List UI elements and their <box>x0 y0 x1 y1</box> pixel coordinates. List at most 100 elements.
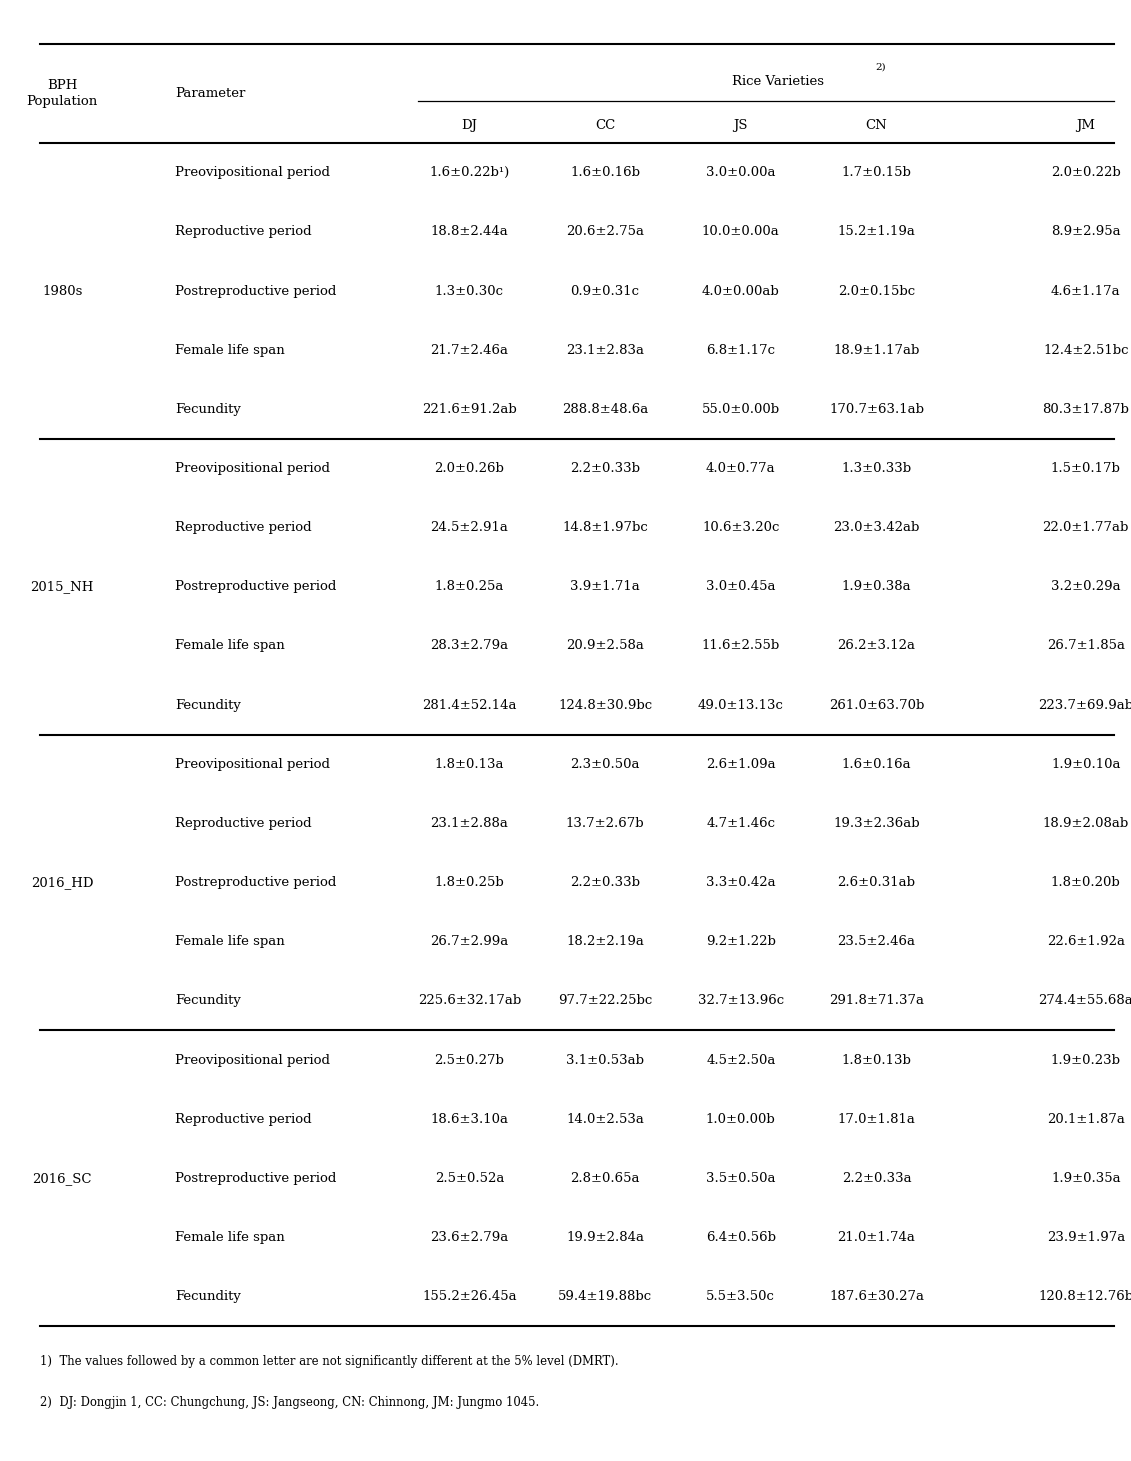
Text: 14.8±1.97bc: 14.8±1.97bc <box>562 522 648 535</box>
Text: 18.9±2.08ab: 18.9±2.08ab <box>1043 817 1129 830</box>
Text: 18.2±2.19a: 18.2±2.19a <box>567 935 644 948</box>
Text: 1.3±0.33b: 1.3±0.33b <box>841 462 912 475</box>
Text: JS: JS <box>734 118 748 131</box>
Text: 18.9±1.17ab: 18.9±1.17ab <box>834 343 920 356</box>
Text: 21.0±1.74a: 21.0±1.74a <box>838 1232 915 1243</box>
Text: 221.6±91.2ab: 221.6±91.2ab <box>422 403 517 416</box>
Text: 24.5±2.91a: 24.5±2.91a <box>431 522 508 535</box>
Text: 2.0±0.26b: 2.0±0.26b <box>434 462 504 475</box>
Text: 2.0±0.22b: 2.0±0.22b <box>1051 167 1121 180</box>
Text: 2): 2) <box>875 63 886 72</box>
Text: 20.1±1.87a: 20.1±1.87a <box>1047 1113 1124 1125</box>
Text: 2.2±0.33a: 2.2±0.33a <box>841 1172 912 1185</box>
Text: 14.0±2.53a: 14.0±2.53a <box>567 1113 644 1125</box>
Text: CN: CN <box>865 118 888 131</box>
Text: Reproductive period: Reproductive period <box>175 225 312 238</box>
Text: 2.2±0.33b: 2.2±0.33b <box>570 877 640 890</box>
Text: 55.0±0.00b: 55.0±0.00b <box>701 403 780 416</box>
Text: 15.2±1.19a: 15.2±1.19a <box>838 225 915 238</box>
Text: 2.2±0.33b: 2.2±0.33b <box>570 462 640 475</box>
Text: 32.7±13.96c: 32.7±13.96c <box>698 995 784 1008</box>
Text: 1.8±0.25a: 1.8±0.25a <box>434 580 504 593</box>
Text: Female life span: Female life span <box>175 1232 285 1243</box>
Text: 2.5±0.52a: 2.5±0.52a <box>434 1172 504 1185</box>
Text: Rice Varieties: Rice Varieties <box>732 75 823 88</box>
Text: 1.8±0.20b: 1.8±0.20b <box>1051 877 1121 890</box>
Text: 3.1±0.53ab: 3.1±0.53ab <box>567 1053 644 1067</box>
Text: 28.3±2.79a: 28.3±2.79a <box>430 640 509 653</box>
Text: 18.8±2.44a: 18.8±2.44a <box>431 225 508 238</box>
Text: 223.7±69.9ab: 223.7±69.9ab <box>1038 698 1131 712</box>
Text: 10.0±0.00a: 10.0±0.00a <box>702 225 779 238</box>
Text: 2.3±0.50a: 2.3±0.50a <box>570 758 640 771</box>
Text: 26.7±1.85a: 26.7±1.85a <box>1047 640 1124 653</box>
Text: 1.7±0.15b: 1.7±0.15b <box>841 167 912 180</box>
Text: 3.2±0.29a: 3.2±0.29a <box>1051 580 1121 593</box>
Text: 49.0±13.13c: 49.0±13.13c <box>698 698 784 712</box>
Text: 19.9±2.84a: 19.9±2.84a <box>567 1232 644 1243</box>
Text: 3.0±0.45a: 3.0±0.45a <box>706 580 776 593</box>
Text: Female life span: Female life span <box>175 935 285 948</box>
Text: 4.7±1.46c: 4.7±1.46c <box>706 817 776 830</box>
Text: 8.9±2.95a: 8.9±2.95a <box>1051 225 1121 238</box>
Text: 1.8±0.25b: 1.8±0.25b <box>434 877 504 890</box>
Text: Preovipositional period: Preovipositional period <box>175 462 330 475</box>
Text: 26.2±3.12a: 26.2±3.12a <box>838 640 915 653</box>
Text: 12.4±2.51bc: 12.4±2.51bc <box>1043 343 1129 356</box>
Text: Preovipositional period: Preovipositional period <box>175 167 330 180</box>
Text: 288.8±48.6a: 288.8±48.6a <box>562 403 648 416</box>
Text: 281.4±52.14a: 281.4±52.14a <box>422 698 517 712</box>
Text: 1.9±0.23b: 1.9±0.23b <box>1051 1053 1121 1067</box>
Text: 6.8±1.17c: 6.8±1.17c <box>706 343 776 356</box>
Text: 120.8±12.76b: 120.8±12.76b <box>1038 1290 1131 1303</box>
Text: 124.8±30.9bc: 124.8±30.9bc <box>558 698 653 712</box>
Text: BPH
Population: BPH Population <box>27 79 97 108</box>
Text: 1.9±0.38a: 1.9±0.38a <box>841 580 912 593</box>
Text: 23.5±2.46a: 23.5±2.46a <box>838 935 915 948</box>
Text: 17.0±1.81a: 17.0±1.81a <box>838 1113 915 1125</box>
Text: 0.9±0.31c: 0.9±0.31c <box>570 285 640 298</box>
Text: Reproductive period: Reproductive period <box>175 522 312 535</box>
Text: CC: CC <box>595 118 615 131</box>
Text: Fecundity: Fecundity <box>175 1290 241 1303</box>
Text: 22.6±1.92a: 22.6±1.92a <box>1047 935 1124 948</box>
Text: 23.9±1.97a: 23.9±1.97a <box>1046 1232 1125 1243</box>
Text: 20.6±2.75a: 20.6±2.75a <box>567 225 644 238</box>
Text: 22.0±1.77ab: 22.0±1.77ab <box>1043 522 1129 535</box>
Text: 19.3±2.36ab: 19.3±2.36ab <box>834 817 920 830</box>
Text: Parameter: Parameter <box>175 88 245 99</box>
Text: 13.7±2.67b: 13.7±2.67b <box>566 817 645 830</box>
Text: 11.6±2.55b: 11.6±2.55b <box>701 640 780 653</box>
Text: 187.6±30.27a: 187.6±30.27a <box>829 1290 924 1303</box>
Text: 1.9±0.35a: 1.9±0.35a <box>1051 1172 1121 1185</box>
Text: 59.4±19.88bc: 59.4±19.88bc <box>558 1290 653 1303</box>
Text: 23.1±2.88a: 23.1±2.88a <box>431 817 508 830</box>
Text: 23.6±2.79a: 23.6±2.79a <box>430 1232 509 1243</box>
Text: 23.1±2.83a: 23.1±2.83a <box>567 343 644 356</box>
Text: 155.2±26.45a: 155.2±26.45a <box>422 1290 517 1303</box>
Text: Preovipositional period: Preovipositional period <box>175 758 330 771</box>
Text: 261.0±63.70b: 261.0±63.70b <box>829 698 924 712</box>
Text: 2016_SC: 2016_SC <box>33 1172 92 1185</box>
Text: 274.4±55.68a: 274.4±55.68a <box>1038 995 1131 1008</box>
Text: 3.0±0.00a: 3.0±0.00a <box>706 167 776 180</box>
Text: 9.2±1.22b: 9.2±1.22b <box>706 935 776 948</box>
Text: 4.6±1.17a: 4.6±1.17a <box>1051 285 1121 298</box>
Text: 3.3±0.42a: 3.3±0.42a <box>706 877 776 890</box>
Text: Reproductive period: Reproductive period <box>175 817 312 830</box>
Text: 1.3±0.30c: 1.3±0.30c <box>434 285 504 298</box>
Text: 21.7±2.46a: 21.7±2.46a <box>431 343 508 356</box>
Text: JM: JM <box>1077 118 1095 131</box>
Text: 170.7±63.1ab: 170.7±63.1ab <box>829 403 924 416</box>
Text: 4.0±0.00ab: 4.0±0.00ab <box>702 285 779 298</box>
Text: 23.0±3.42ab: 23.0±3.42ab <box>834 522 920 535</box>
Text: 97.7±22.25bc: 97.7±22.25bc <box>558 995 653 1008</box>
Text: 2.6±1.09a: 2.6±1.09a <box>706 758 776 771</box>
Text: Fecundity: Fecundity <box>175 995 241 1008</box>
Text: 80.3±17.87b: 80.3±17.87b <box>1043 403 1129 416</box>
Text: 1.9±0.10a: 1.9±0.10a <box>1051 758 1121 771</box>
Text: 20.9±2.58a: 20.9±2.58a <box>567 640 644 653</box>
Text: 3.5±0.50a: 3.5±0.50a <box>706 1172 776 1185</box>
Text: 18.6±3.10a: 18.6±3.10a <box>431 1113 508 1125</box>
Text: 1.6±0.22b¹): 1.6±0.22b¹) <box>430 167 509 180</box>
